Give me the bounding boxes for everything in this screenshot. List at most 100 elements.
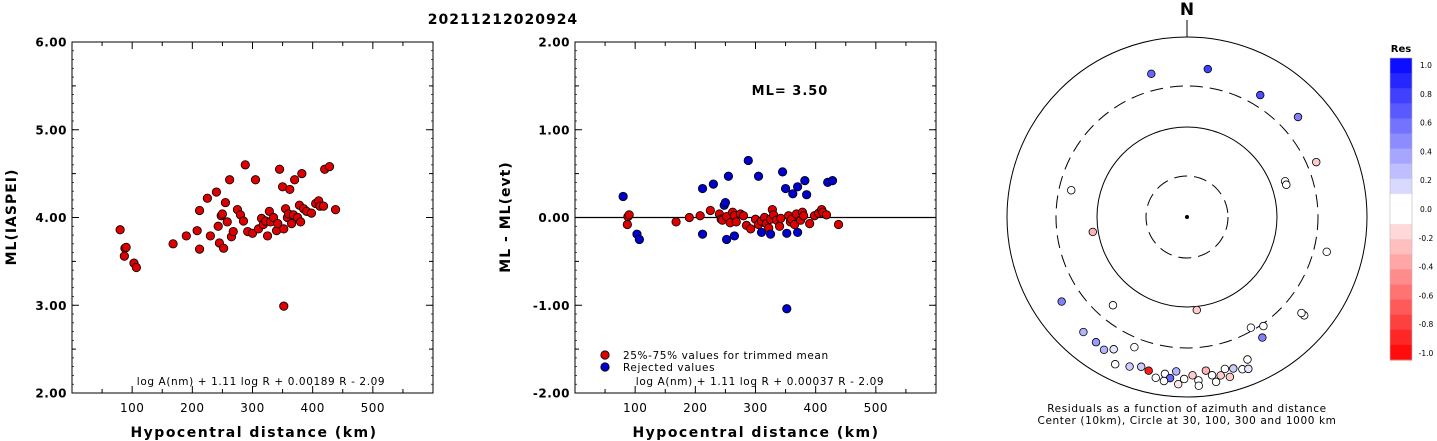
colorbar-segment — [1390, 178, 1412, 195]
station-residual-marker — [1099, 345, 1109, 355]
plot2-y-tick-label: 0.00 — [538, 211, 570, 225]
station-residual-marker — [1216, 371, 1225, 380]
rejected-point — [743, 155, 753, 166]
station-residual-marker — [1229, 364, 1238, 373]
figure-title: 20211212020924 — [428, 12, 578, 28]
station-residual-marker — [1125, 362, 1134, 371]
plot2-y-axis-label: ML - ML(evt) — [498, 161, 514, 272]
plot2-x-tick-label: 400 — [803, 401, 827, 415]
station-residual-marker — [1312, 157, 1321, 167]
station-residual-marker — [1246, 323, 1256, 332]
trimmed-point — [821, 210, 832, 220]
trimmed-point — [622, 219, 632, 230]
station-residual-marker — [1194, 381, 1204, 390]
trimmed-point — [624, 210, 634, 220]
colorbar-segment — [1390, 299, 1412, 316]
colorbar-segment — [1390, 118, 1412, 134]
station-point — [119, 251, 129, 261]
station-residual-marker — [1172, 367, 1181, 376]
station-point — [211, 187, 221, 197]
plot1-y-tick-label: 2.00 — [35, 387, 67, 401]
circle-300km — [1055, 85, 1319, 349]
legend-label-rejected: Rejected values — [623, 362, 715, 374]
trimmed-point — [695, 211, 705, 221]
plot1-x-tick-label: 400 — [300, 401, 324, 415]
plot2-x-tick-label: 100 — [623, 401, 647, 415]
colorbar-segment — [1390, 133, 1412, 150]
station-residual-marker — [1174, 379, 1183, 389]
rejected-point — [777, 167, 788, 177]
station-point — [240, 160, 250, 170]
colorbar-tick-label: 0.8 — [1420, 90, 1432, 99]
rejected-point — [753, 171, 764, 181]
plot1-x-tick-label: 100 — [120, 401, 144, 415]
colorbar-tick-label: -1.0 — [1419, 349, 1434, 358]
trimmed-point — [731, 217, 741, 227]
station-point — [287, 219, 297, 229]
circle-100km — [1096, 126, 1278, 308]
trimmed-point — [705, 205, 715, 216]
colorbar-segment — [1390, 103, 1412, 119]
plot1-formula: log A(nm) + 1.11 log R + 0.00189 R - 2.0… — [137, 376, 385, 388]
station-point — [238, 216, 249, 226]
station-point — [213, 221, 223, 231]
station-residual-marker — [1243, 355, 1252, 364]
colorbar-segment — [1390, 344, 1412, 361]
colorbar-tick-label: -0.4 — [1419, 263, 1434, 272]
trimmed-point — [799, 211, 809, 221]
rejected-point — [827, 176, 838, 186]
plot2-x-tick-label: 500 — [864, 401, 888, 415]
colorbar-tick-label: -0.2 — [1419, 234, 1434, 243]
station-point — [228, 226, 238, 237]
rejected-point — [800, 176, 810, 186]
circle-30km — [1145, 175, 1229, 259]
station-point — [279, 224, 289, 234]
rejected-point — [802, 190, 812, 200]
plot2-y-tick-label: -2.00 — [533, 387, 570, 401]
plot1-y-tick-label: 6.00 — [35, 36, 67, 50]
station-residual-marker — [1144, 366, 1153, 375]
colorbar-tick-label: 0.2 — [1420, 176, 1432, 185]
station-point — [194, 244, 205, 254]
colorbar-tick-label: -0.6 — [1419, 291, 1434, 300]
station-point — [115, 225, 125, 235]
colorbar-segment — [1390, 88, 1412, 104]
station-residual-marker — [1109, 345, 1118, 354]
station-point — [194, 205, 205, 216]
colorbar-segment — [1390, 329, 1412, 346]
rejected-point — [782, 228, 792, 238]
plot2-y-tick-label: -1.00 — [533, 299, 570, 313]
station-residual-marker — [1293, 112, 1303, 122]
plot1-x-tick-label: 500 — [361, 401, 385, 415]
plot1-y-tick-label: 3.00 — [35, 299, 67, 313]
station-residual-marker — [1147, 69, 1156, 78]
legend-marker-rejected — [600, 362, 610, 372]
station-point — [250, 175, 261, 185]
ml-annotation: ML= 3.50 — [752, 84, 829, 99]
station-residual-marker — [1297, 308, 1306, 318]
plot1-x-tick-label: 200 — [180, 401, 204, 415]
trimmed-point — [746, 224, 756, 234]
station-point — [279, 301, 289, 311]
station-point — [296, 217, 306, 227]
station-point — [192, 226, 202, 236]
colorbar-segment — [1390, 254, 1412, 270]
station-point — [306, 208, 317, 218]
rejected-point — [634, 234, 644, 245]
trimmed-point — [776, 213, 786, 223]
legend-label-trimmed: 25%-75% values for trimmed mean — [623, 350, 829, 362]
station-residual-marker — [1137, 362, 1146, 371]
outer-circle-1000km — [1006, 36, 1368, 398]
station-residual-marker — [1130, 342, 1139, 352]
colorbar-segment — [1390, 224, 1412, 240]
rejected-point — [697, 229, 708, 239]
station-point — [168, 239, 178, 249]
trimmed-point — [833, 219, 844, 230]
station-residual-marker — [1282, 180, 1291, 189]
station-residual-marker — [1110, 360, 1120, 369]
rejected-point — [697, 183, 708, 194]
rejected-point — [793, 182, 803, 192]
trimmed-point — [738, 211, 749, 221]
rejected-point — [708, 179, 718, 189]
